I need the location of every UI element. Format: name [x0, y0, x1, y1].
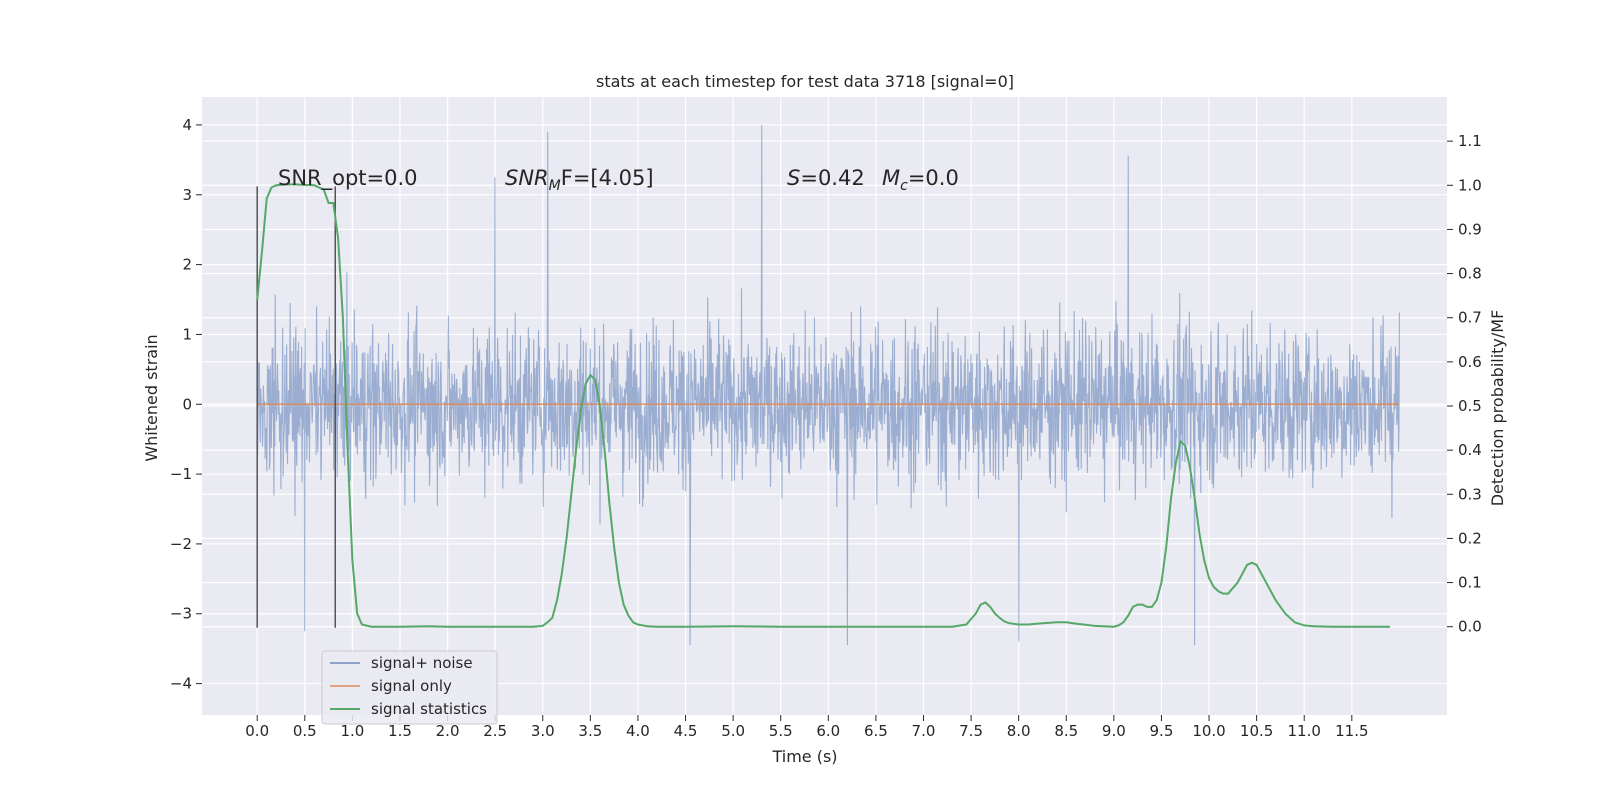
snr-mf-sub: M	[549, 178, 561, 194]
y-tick-label: 2	[182, 256, 192, 274]
y2-tick-label: 0.3	[1458, 485, 1482, 503]
s-value: =0.42	[800, 166, 864, 190]
right-y-axis: 1.1 1.0 0.9 0.8 0.7 0.6 0.5 0.4 0.3 0.2 0.1 0.0	[1447, 132, 1482, 636]
left-y-axis: 4 3 2 1 0 −1 −2 −3 −4	[170, 116, 202, 693]
y-axis-label: Whitened strain	[142, 334, 161, 461]
x-tick-label: 11.0	[1288, 722, 1321, 740]
y-tick-label: −4	[170, 675, 192, 693]
x-tick-label: 8.0	[1007, 722, 1031, 740]
y-tick-label: −3	[170, 605, 192, 623]
y2-axis-label: Detection probability/MF	[1488, 310, 1507, 507]
y2-tick-label: 0.6	[1458, 353, 1482, 371]
y-tick-label: 3	[182, 186, 192, 204]
y2-tick-label: 1.1	[1458, 132, 1482, 150]
y2-tick-label: 0.1	[1458, 574, 1482, 592]
x-tick-label: 10.0	[1192, 722, 1225, 740]
y-tick-label: −1	[170, 465, 192, 483]
signal-noise-line	[256, 124, 1400, 646]
x-tick-label: 4.5	[674, 722, 698, 740]
x-tick-label: 9.5	[1150, 722, 1174, 740]
y2-tick-label: 0.0	[1458, 618, 1482, 636]
mc-sub: c	[900, 178, 908, 194]
legend-label-signal-noise: signal+ noise	[371, 654, 473, 672]
y-tick-label: 1	[182, 325, 192, 343]
mc-annotation: Mc=0.0	[882, 166, 959, 194]
x-tick-label: 4.0	[626, 722, 650, 740]
y2-tick-label: 0.7	[1458, 309, 1482, 327]
y2-tick-label: 0.4	[1458, 441, 1482, 459]
x-tick-label: 3.0	[531, 722, 555, 740]
y2-tick-label: 0.2	[1458, 529, 1482, 547]
y-tick-label: 4	[182, 116, 192, 134]
snr-opt-annotation: SNR_opt=0.0	[278, 166, 418, 191]
legend: signal+ noise signal only signal statist…	[321, 650, 498, 725]
x-tick-label: 8.5	[1054, 722, 1078, 740]
signal-statistics-line	[256, 183, 1390, 628]
x-tick-label: 2.0	[436, 722, 460, 740]
mc-value: =0.0	[908, 166, 959, 190]
legend-box	[321, 650, 498, 725]
s-label: S	[787, 166, 800, 190]
y2-tick-label: 1.0	[1458, 176, 1482, 194]
legend-label-signal-only: signal only	[371, 677, 452, 695]
x-tick-label: 9.0	[1102, 722, 1126, 740]
x-tick-label: 10.5	[1240, 722, 1273, 740]
y2-tick-label: 0.9	[1458, 220, 1482, 238]
x-axis-label: Time (s)	[771, 747, 837, 766]
snr-mf-annotation: SNRMF=[4.05]	[505, 166, 654, 194]
snr-mf-prefix: SNR	[505, 166, 549, 190]
x-tick-label: 1.5	[388, 722, 412, 740]
x-tick-label: 5.0	[721, 722, 745, 740]
x-tick-label: 7.5	[959, 722, 983, 740]
y-tick-label: 0	[182, 395, 192, 413]
x-tick-label: 6.5	[864, 722, 888, 740]
detection-window	[256, 186, 337, 628]
y-tick-label: −2	[170, 535, 192, 553]
annotations: SNR_opt=0.0 SNRMF=[4.05] S=0.42 Mc=0.0	[278, 166, 959, 194]
x-tick-label: 6.0	[816, 722, 840, 740]
chart-title: stats at each timestep for test data 371…	[596, 72, 1014, 91]
signal-statistics-series	[256, 183, 1390, 628]
x-tick-label: 0.5	[293, 722, 317, 740]
x-tick-label: 5.5	[769, 722, 793, 740]
y2-tick-label: 0.8	[1458, 265, 1482, 283]
s-annotation: S=0.42	[787, 166, 865, 190]
x-tick-label: 11.5	[1335, 722, 1368, 740]
x-tick-label: 2.5	[483, 722, 507, 740]
x-tick-label: 3.5	[578, 722, 602, 740]
x-tick-label: 7.0	[912, 722, 936, 740]
signal-noise-series	[256, 124, 1400, 646]
mc-label: M	[882, 166, 900, 190]
x-tick-label: 1.0	[340, 722, 364, 740]
x-tick-label: 0.0	[245, 722, 269, 740]
legend-label-signal-statistics: signal statistics	[371, 700, 487, 718]
snr-mf-suffix: F=[4.05]	[561, 166, 654, 190]
y2-tick-label: 0.5	[1458, 397, 1482, 415]
x-axis: 0.0 0.5 1.0 1.5 2.0 2.5 3.0 3.5 4.0 4.5 5.0 5.5 6.0 6…	[245, 715, 1369, 740]
